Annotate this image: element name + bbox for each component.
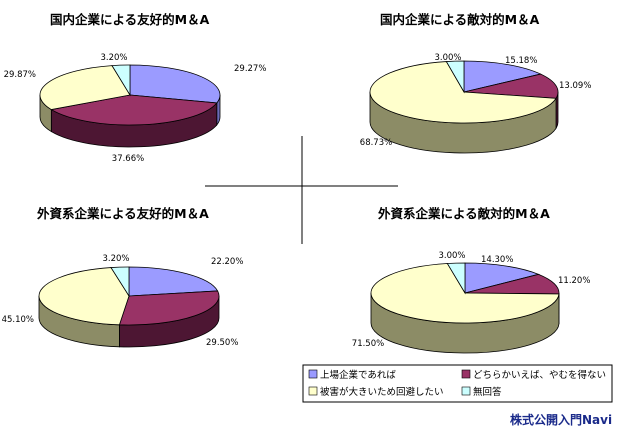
data-label-listed: 22.20%	[211, 257, 243, 267]
slice-unavoidable	[464, 273, 560, 295]
brand-logo-text: 株式公開入門Navi	[510, 412, 612, 427]
data-label-avoid: 29.87%	[4, 70, 36, 80]
pie-title-foreign-friendly: 外資系企業による友好的M＆A	[36, 206, 209, 221]
slice-unavoidable	[118, 290, 220, 326]
pie-title-domestic-friendly: 国内企業による友好的M＆A	[50, 12, 210, 27]
data-label-avoid: 71.50%	[352, 339, 384, 349]
legend-swatch-no-answer	[461, 386, 471, 396]
legend-label-no-answer: 無回答	[473, 386, 502, 398]
slice-unavoidable	[463, 73, 559, 99]
slice-no-answer	[445, 60, 465, 94]
slice-avoid	[369, 61, 557, 124]
legend: 上場企業であれば どちらかいえば、やむを得ない 被害が大きいため回避したい 無回…	[302, 364, 613, 403]
slice-listed	[463, 60, 542, 93]
data-label-no-answer: 3.00%	[434, 53, 461, 63]
legend-label-unavoidable: どちらかいえば、やむを得ない	[473, 369, 606, 381]
slice-no-answer	[111, 64, 131, 97]
legend-swatch-avoid	[308, 386, 318, 396]
data-label-no-answer: 3.00%	[438, 251, 465, 261]
pie-domestic-hostile: 15.18% 13.09% 68.73% 3.00%	[360, 53, 591, 154]
data-label-no-answer: 3.20%	[100, 53, 127, 63]
pie-title-foreign-hostile: 外資系企業による敵対的M＆A	[377, 206, 550, 221]
legend-label-listed: 上場企業であれば	[320, 369, 396, 381]
data-label-avoid: 68.73%	[360, 138, 392, 148]
data-label-avoid: 45.10%	[2, 315, 34, 325]
pie-domestic-friendly: 29.27% 37.66% 29.87% 3.20%	[4, 53, 267, 164]
data-label-listed: 29.27%	[234, 64, 266, 74]
data-label-no-answer: 3.20%	[102, 254, 129, 264]
data-label-listed: 14.30%	[481, 255, 513, 265]
slice-avoid	[39, 65, 131, 110]
data-label-unavoidable: 37.66%	[112, 154, 144, 164]
slice-listed	[129, 64, 221, 104]
legend-swatch-unavoidable	[461, 369, 471, 379]
data-label-listed: 15.18%	[505, 56, 537, 66]
legend-frame	[302, 364, 613, 403]
slice-unavoidable	[50, 94, 218, 126]
data-label-unavoidable: 29.50%	[206, 338, 238, 348]
slice-listed	[464, 262, 540, 294]
legend-swatch-listed	[308, 369, 318, 379]
legend-label-avoid: 被害が大きいため回避したい	[320, 386, 444, 398]
data-label-unavoidable: 11.20%	[558, 276, 590, 286]
slice-avoid	[38, 267, 130, 326]
pie-foreign-friendly: 22.20% 29.50% 45.10% 3.20%	[2, 254, 244, 348]
data-label-unavoidable: 13.09%	[559, 81, 591, 91]
slice-no-answer	[446, 262, 466, 295]
pie-foreign-hostile: 14.30% 11.20% 71.50% 3.00%	[352, 251, 590, 354]
pie-title-domestic-hostile: 国内企業による敵対的M＆A	[380, 12, 540, 27]
slice-listed	[128, 266, 219, 297]
slice-no-answer	[110, 266, 130, 298]
